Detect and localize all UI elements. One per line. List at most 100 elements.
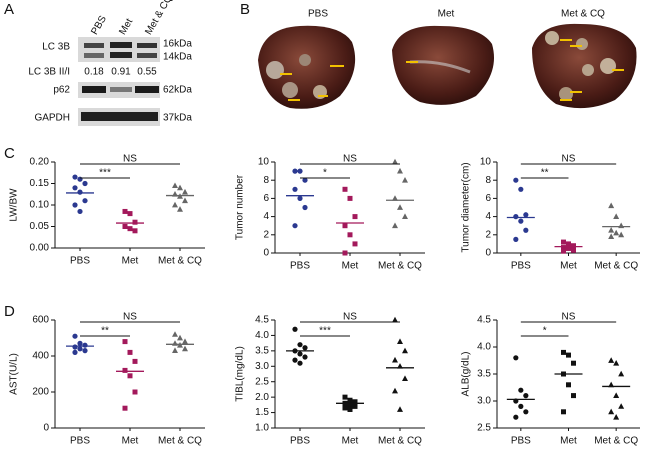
y-tick-label: 4.5 bbox=[255, 315, 269, 326]
lane-label: PBS bbox=[89, 14, 109, 37]
y-tick-label: 10 bbox=[258, 157, 270, 168]
data-point bbox=[523, 393, 529, 399]
photo-label: Met bbox=[438, 9, 455, 20]
data-point bbox=[302, 177, 308, 183]
data-point bbox=[292, 326, 298, 332]
data-point bbox=[132, 358, 138, 364]
x-tick-label: Met bbox=[342, 261, 359, 272]
data-point bbox=[513, 214, 519, 220]
x-tick-label: Met & CQ bbox=[594, 436, 638, 447]
data-point bbox=[566, 352, 571, 358]
data-point bbox=[72, 202, 78, 208]
data-point bbox=[402, 347, 408, 354]
blot-marker: 16kDa bbox=[163, 39, 192, 50]
blot-band bbox=[84, 43, 104, 48]
blot-ratio: 0.55 bbox=[137, 67, 157, 78]
significance-label: NS bbox=[562, 154, 576, 165]
data-point bbox=[72, 333, 78, 339]
y-tick-label: 2 bbox=[485, 229, 491, 240]
data-point bbox=[182, 188, 188, 195]
data-point bbox=[352, 399, 358, 405]
significance-label: *** bbox=[99, 168, 111, 179]
blot-band bbox=[110, 52, 132, 58]
data-point bbox=[613, 392, 620, 398]
data-point bbox=[342, 186, 348, 192]
y-tick-label: 0 bbox=[43, 423, 49, 434]
data-point bbox=[571, 360, 576, 366]
y-tick-label: 200 bbox=[32, 387, 49, 398]
significance-label: * bbox=[543, 326, 547, 337]
y-tick-label: 0.05 bbox=[30, 221, 50, 232]
y-tick-label: 2 bbox=[263, 229, 269, 240]
y-tick-label: 0.10 bbox=[30, 200, 50, 211]
data-point bbox=[292, 168, 298, 174]
data-point bbox=[127, 373, 133, 379]
data-point bbox=[172, 340, 178, 346]
liver-photo bbox=[532, 23, 637, 109]
data-point bbox=[292, 223, 298, 229]
data-point bbox=[77, 346, 83, 352]
x-tick-label: PBS bbox=[70, 256, 90, 267]
x-tick-label: PBS bbox=[511, 261, 531, 272]
data-point bbox=[122, 339, 128, 345]
y-tick-label: 2.5 bbox=[255, 376, 269, 387]
data-point bbox=[182, 345, 188, 352]
data-point bbox=[513, 236, 519, 242]
data-point bbox=[302, 204, 308, 211]
data-point bbox=[513, 177, 519, 183]
data-point bbox=[618, 403, 625, 409]
y-tick-label: 2.0 bbox=[255, 392, 269, 403]
data-point bbox=[561, 349, 566, 355]
y-axis-label: ALB(g/dL) bbox=[461, 351, 472, 396]
data-point bbox=[297, 195, 303, 201]
y-tick-label: 0.15 bbox=[30, 178, 50, 189]
blot-band bbox=[81, 112, 158, 121]
data-point bbox=[122, 208, 128, 214]
blot-ratio: 0.91 bbox=[111, 67, 131, 78]
x-tick-label: Met bbox=[560, 436, 577, 447]
blot-row-label: p62 bbox=[53, 85, 70, 96]
y-tick-label: 4 bbox=[263, 211, 269, 222]
data-point bbox=[608, 357, 615, 363]
y-tick-label: 8 bbox=[485, 175, 491, 186]
blot-band bbox=[110, 42, 132, 48]
y-tick-label: 0.00 bbox=[30, 243, 50, 254]
blot-band bbox=[84, 53, 104, 58]
data-point bbox=[72, 349, 78, 355]
data-point bbox=[561, 409, 566, 415]
data-point bbox=[77, 176, 83, 182]
data-point bbox=[182, 338, 188, 344]
data-point bbox=[122, 405, 128, 411]
y-tick-label: 8 bbox=[263, 175, 269, 186]
significance-label: NS bbox=[343, 312, 357, 323]
data-point bbox=[77, 189, 83, 195]
data-point bbox=[397, 204, 403, 210]
data-point bbox=[77, 340, 83, 346]
data-point bbox=[518, 186, 524, 192]
x-tick-label: Met & CQ bbox=[594, 261, 638, 272]
x-tick-label: Met bbox=[560, 261, 577, 272]
x-tick-label: Met bbox=[342, 436, 359, 447]
data-point bbox=[608, 408, 615, 415]
data-point bbox=[297, 351, 303, 357]
significance-label: NS bbox=[343, 154, 357, 165]
y-tick-label: 600 bbox=[32, 315, 49, 326]
x-tick-label: PBS bbox=[70, 436, 90, 447]
y-tick-label: 0 bbox=[263, 248, 269, 259]
panel-label: D bbox=[4, 303, 15, 320]
blot-marker: 14kDa bbox=[163, 52, 192, 63]
data-point bbox=[561, 245, 566, 251]
data-point bbox=[302, 354, 308, 360]
data-point bbox=[347, 402, 353, 408]
significance-label: ** bbox=[541, 168, 549, 179]
data-point bbox=[618, 231, 625, 238]
data-point bbox=[132, 219, 138, 225]
x-tick-label: PBS bbox=[511, 436, 531, 447]
y-tick-label: 4.0 bbox=[477, 342, 491, 353]
data-point bbox=[618, 222, 625, 229]
y-tick-label: 10 bbox=[480, 157, 492, 168]
significance-label: *** bbox=[319, 326, 331, 337]
y-tick-label: 4.0 bbox=[255, 330, 269, 341]
data-point bbox=[292, 357, 298, 363]
